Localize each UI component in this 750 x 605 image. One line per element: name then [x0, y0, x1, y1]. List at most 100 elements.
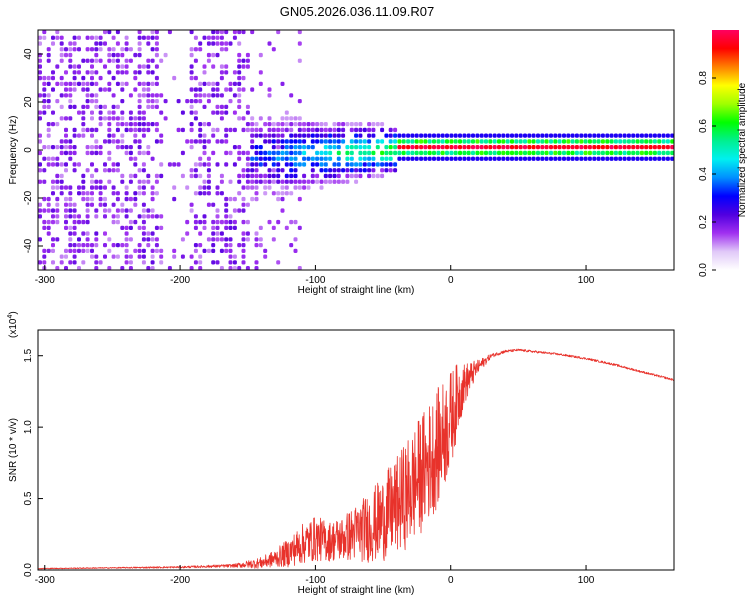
spectrogram-cell	[64, 116, 68, 121]
spectrogram-cell	[137, 254, 142, 259]
spectrogram-cell	[159, 214, 164, 219]
spectrogram-cell	[549, 133, 553, 138]
spectrogram-cell	[68, 58, 73, 63]
spectrogram-cell	[527, 133, 532, 138]
spectrogram-cell	[622, 139, 627, 144]
spectrogram-cell	[206, 41, 211, 46]
spectrogram-cell	[146, 35, 151, 40]
spectrogram-cell	[38, 41, 42, 46]
spectrogram-cell	[137, 225, 142, 230]
spectrogram-cell	[77, 110, 81, 115]
spectrogram-cell	[206, 99, 211, 104]
spectrogram-cell	[523, 156, 527, 161]
spectrogram-cell	[103, 29, 107, 35]
spectrogram-cell	[224, 87, 229, 92]
spectrogram-cell	[189, 168, 194, 173]
spectrogram-cell	[206, 173, 211, 179]
spectrogram-cell	[458, 150, 462, 156]
spectrogram-cell	[639, 156, 644, 161]
spectrogram-cell	[206, 162, 211, 167]
spectrogram-cell	[137, 122, 142, 127]
spectrogram-cell	[323, 179, 328, 184]
spectrogram-cell	[137, 185, 142, 190]
spectrogram-cell	[198, 47, 203, 52]
spectrogram-cell	[64, 127, 68, 133]
spectrogram-cell	[77, 237, 81, 242]
spectrogram-cell	[579, 150, 584, 156]
spectrogram-x-tick-label: 100	[578, 275, 595, 286]
spectrogram-cell	[271, 133, 276, 138]
spectrogram-cell	[206, 52, 211, 58]
spectrogram-cell	[232, 29, 237, 35]
spectrogram-cell	[137, 35, 142, 40]
spectrogram-cell	[219, 41, 224, 46]
spectrogram-cell	[384, 156, 389, 161]
spectrogram-cell	[198, 219, 203, 225]
spectrogram-cell	[497, 145, 501, 150]
spectrogram-cell	[349, 127, 354, 133]
spectrogram-cell	[661, 150, 666, 156]
spectrogram-cell	[94, 93, 99, 98]
spectrogram-cell	[592, 133, 597, 138]
spectrogram-cell	[462, 139, 467, 144]
spectrogram-cell	[280, 81, 285, 86]
spectrogram-cell	[154, 173, 159, 179]
spectrogram-cell	[250, 29, 255, 35]
spectrogram-cell	[133, 202, 138, 207]
spectrogram-cell	[380, 150, 385, 156]
spectrogram-cell	[59, 150, 64, 156]
spectrogram-cell	[77, 214, 81, 219]
spectrogram-cell	[579, 145, 584, 150]
spectrogram-cell	[341, 122, 346, 127]
spectrogram-cell	[137, 127, 142, 133]
spectrogram-cell	[81, 110, 86, 115]
spectrogram-cell	[59, 162, 64, 167]
spectrogram-cell	[631, 145, 636, 150]
spectrogram-cell	[81, 116, 86, 121]
spectrogram-cell	[72, 35, 77, 40]
spectrogram-cell	[68, 64, 73, 69]
spectrogram-cell	[107, 127, 112, 133]
spectrogram-cell	[492, 139, 497, 144]
spectrogram-cell	[185, 99, 190, 104]
spectrogram-cell	[198, 156, 203, 161]
spectrogram-cell	[224, 202, 229, 207]
spectrogram-cell	[59, 93, 64, 98]
spectrogram-cell	[124, 243, 129, 248]
spectrogram-cell	[90, 202, 94, 207]
spectrogram-cell	[150, 35, 155, 40]
spectrogram-cell	[267, 93, 272, 98]
spectrogram-cell	[150, 99, 155, 104]
spectrogram-cell	[297, 225, 302, 230]
spectrogram-cell	[665, 156, 670, 161]
spectrogram-cell	[371, 133, 376, 138]
spectrogram-cell	[137, 110, 142, 115]
spectrogram-cell	[484, 139, 488, 144]
spectrogram-cell	[72, 225, 77, 230]
spectrogram-x-ticks: -300 -200 -100 0 100	[35, 265, 595, 286]
spectrogram-cell	[605, 150, 610, 156]
spectrogram-cell	[94, 208, 99, 213]
spectrogram-cell	[85, 70, 90, 75]
spectrogram-cell	[371, 127, 376, 133]
spectrogram-cell	[98, 47, 103, 52]
spectrogram-cell	[133, 173, 138, 179]
spectrogram-cell	[224, 139, 229, 144]
spectrogram-cell	[228, 243, 233, 248]
spectrogram-cell	[146, 87, 151, 92]
spectrogram-cell	[94, 35, 99, 40]
spectrogram-cell	[68, 87, 73, 92]
spectrogram-cell	[120, 202, 125, 207]
spectrogram-cell	[401, 156, 406, 161]
spectrogram-cell	[514, 150, 519, 156]
spectrogram-cell	[211, 35, 216, 40]
spectrogram-cell	[639, 139, 644, 144]
spectrogram-cell	[293, 237, 298, 242]
spectrogram-cell	[38, 260, 42, 265]
spectrogram-cell	[393, 139, 398, 144]
spectrogram-cell	[215, 185, 220, 190]
spectrogram-cell	[202, 162, 207, 167]
spectrogram-cell	[107, 122, 112, 127]
spectrogram-cell	[297, 116, 302, 121]
spectrogram-cell	[172, 185, 177, 190]
